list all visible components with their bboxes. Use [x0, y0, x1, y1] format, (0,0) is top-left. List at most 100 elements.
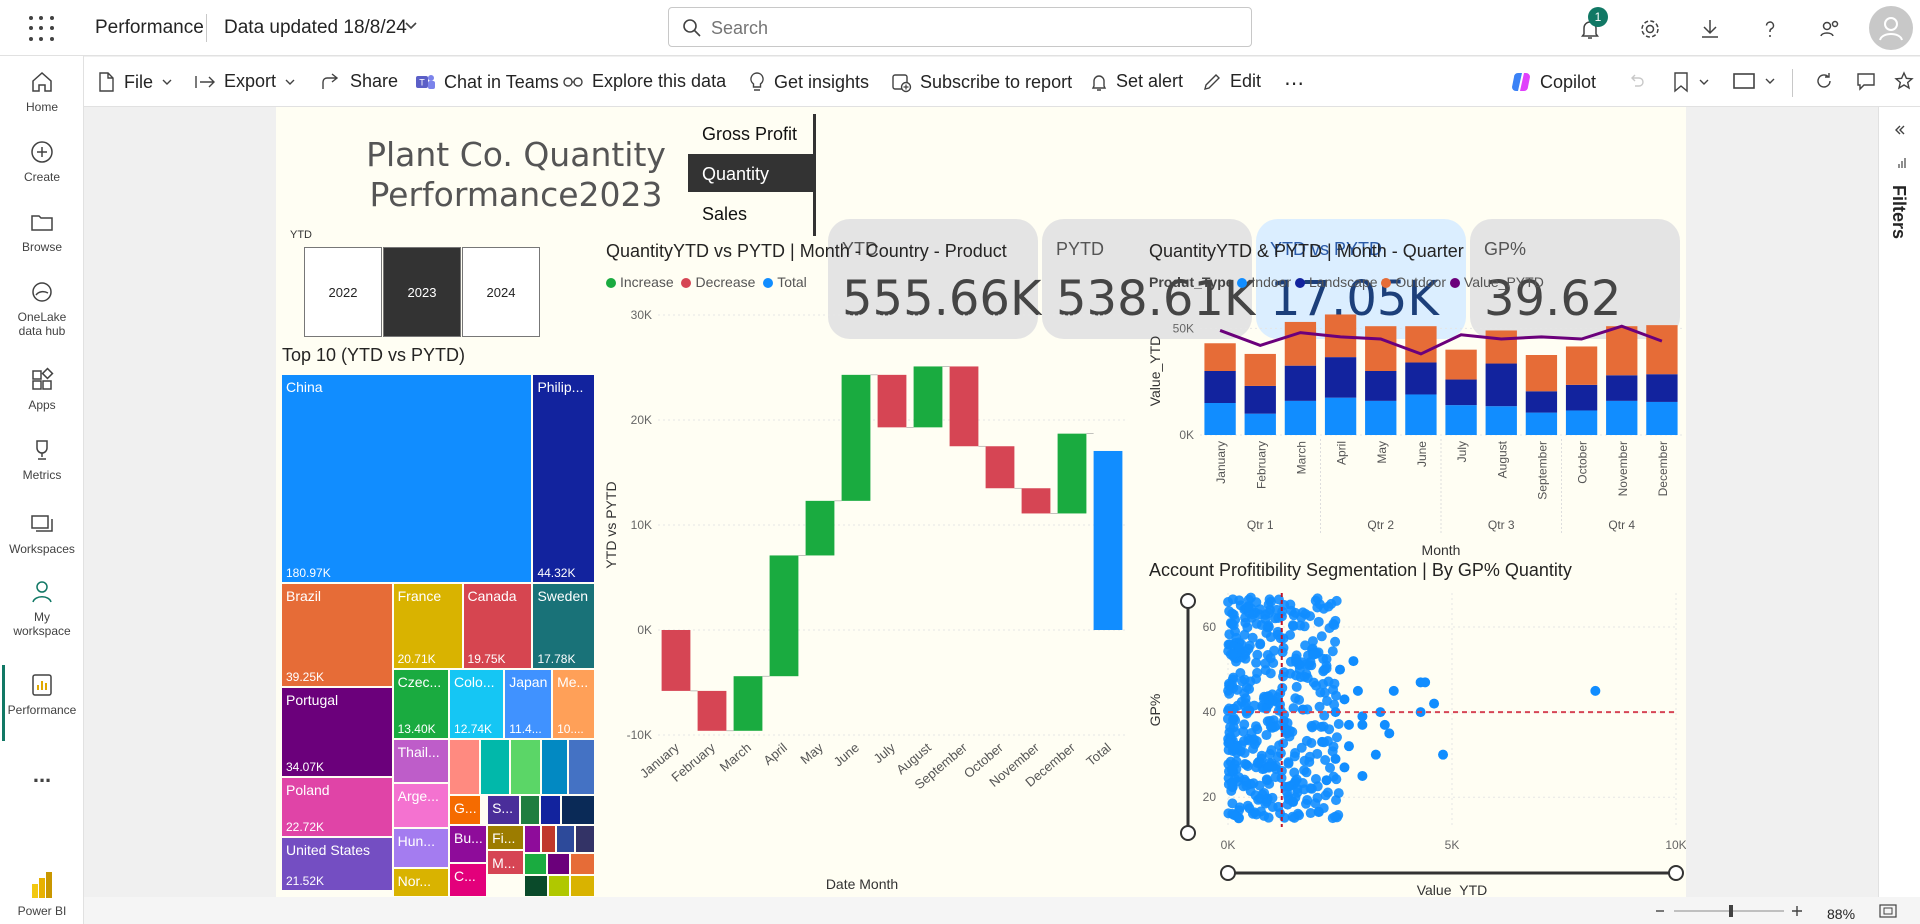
app-name[interactable]: Performance: [95, 17, 204, 38]
nav-apps[interactable]: Apps: [0, 366, 84, 412]
comment-icon[interactable]: [1855, 71, 1877, 91]
edit-button[interactable]: Edit: [1202, 71, 1261, 92]
chevron-down-icon[interactable]: [404, 18, 418, 36]
treemap-tile-small[interactable]: [560, 795, 595, 825]
more-icon[interactable]: ...: [32, 762, 52, 787]
refresh-icon[interactable]: [1814, 71, 1834, 91]
treemap-tile[interactable]: S...: [487, 795, 521, 825]
treemap-tile-small[interactable]: [570, 852, 595, 875]
treemap-tile-small[interactable]: [523, 824, 542, 853]
measure-option-sales[interactable]: Sales: [702, 204, 748, 224]
year-button-2023[interactable]: 2023: [383, 247, 461, 337]
treemap-tile-small[interactable]: [523, 852, 548, 875]
chat-in-teams-button[interactable]: T Chat in Teams: [414, 71, 559, 93]
treemap-tile-small[interactable]: [523, 874, 549, 897]
treemap-tile[interactable]: Japan 11.4...: [504, 668, 553, 739]
treemap-tile-small[interactable]: [548, 874, 571, 897]
treemap-tile[interactable]: Arge...: [392, 782, 450, 829]
nav-performance[interactable]: Performance: [0, 671, 84, 717]
treemap-tile-small[interactable]: [510, 738, 542, 796]
collapse-chevron-icon[interactable]: [1893, 123, 1907, 137]
legend-item-indoor[interactable]: Indoor: [1237, 274, 1291, 290]
get-insights-button[interactable]: Get insights: [748, 71, 869, 93]
view-menu[interactable]: [1732, 71, 1776, 91]
treemap-tile-small[interactable]: [575, 824, 595, 853]
treemap-tile[interactable]: Bu...: [449, 824, 488, 863]
help-icon[interactable]: [1755, 14, 1785, 44]
legend-item-decrease[interactable]: Decrease: [681, 274, 755, 290]
set-alert-button[interactable]: Set alert: [1090, 71, 1183, 92]
treemap-tile[interactable]: Fi...: [487, 824, 524, 851]
treemap-tile[interactable]: Philip... 44.32K: [532, 374, 595, 583]
year-button-2022[interactable]: 2022: [304, 247, 382, 337]
treemap-tile[interactable]: France 20.71K: [392, 582, 463, 669]
treemap-tile[interactable]: United States 21.52K: [281, 836, 393, 891]
treemap-tile[interactable]: Brazil 39.25K: [281, 582, 393, 688]
nav-home[interactable]: Home: [0, 68, 84, 114]
treemap-tile-small[interactable]: [568, 738, 595, 796]
share-button[interactable]: Share: [320, 71, 398, 92]
bookmark-menu[interactable]: [1672, 71, 1710, 93]
treemap-tile-small[interactable]: [570, 874, 595, 897]
more-options-button[interactable]: ⋯: [1284, 73, 1304, 95]
nav-create[interactable]: Create: [0, 138, 84, 184]
nav-onelake[interactable]: OneLake data hub: [0, 278, 84, 338]
download-icon[interactable]: [1695, 14, 1725, 44]
app-launcher-icon[interactable]: [29, 16, 55, 42]
treemap-tile-small[interactable]: [479, 738, 511, 796]
y-range-slider-handle[interactable]: [1180, 593, 1196, 609]
filters-pane[interactable]: [1878, 107, 1920, 897]
legend-item-value-pytd[interactable]: Value_PYTD: [1449, 274, 1544, 290]
treemap-tile[interactable]: G...: [449, 795, 481, 825]
treemap-tile-small[interactable]: [539, 795, 561, 825]
subscribe-button[interactable]: Subscribe to report: [890, 71, 1072, 93]
y-range-slider-handle[interactable]: [1180, 825, 1196, 841]
treemap-tile[interactable]: Colo... 12.74K: [449, 668, 505, 739]
treemap-tile-small[interactable]: [449, 738, 480, 796]
legend-item-total[interactable]: Total: [763, 274, 807, 290]
nav-browse[interactable]: Browse: [0, 208, 84, 254]
treemap-tile[interactable]: Poland 22.72K: [281, 776, 393, 837]
avatar[interactable]: [1869, 6, 1913, 50]
treemap-tile-small[interactable]: [520, 795, 540, 825]
treemap-tile[interactable]: Canada 19.75K: [462, 582, 533, 669]
undo-icon[interactable]: [1626, 71, 1646, 91]
legend-item-outdoor[interactable]: Outdoor: [1381, 274, 1446, 290]
treemap-tile[interactable]: Nor...: [392, 867, 450, 897]
gear-icon[interactable]: [1635, 14, 1665, 44]
legend-item-increase[interactable]: Increase: [606, 274, 674, 290]
treemap-tile-small[interactable]: [555, 824, 576, 853]
export-menu[interactable]: Export: [194, 71, 296, 92]
share-people-icon[interactable]: [1815, 14, 1845, 44]
treemap-tile-small[interactable]: [541, 738, 569, 796]
favorite-star-icon[interactable]: [1894, 71, 1914, 91]
fit-to-page-icon[interactable]: [1879, 904, 1897, 918]
treemap-tile[interactable]: China 180.97K: [281, 374, 533, 583]
measure-option-quantity[interactable]: Quantity: [688, 154, 813, 192]
treemap-tile[interactable]: Thail...: [392, 738, 450, 783]
treemap-tile[interactable]: C...: [449, 862, 488, 897]
treemap-tile[interactable]: Sweden 17.78K: [532, 582, 595, 669]
nav-metrics[interactable]: Metrics: [0, 436, 84, 482]
x-range-slider-handle[interactable]: [1668, 865, 1684, 881]
legend-item-landscape[interactable]: Landscape: [1295, 274, 1378, 290]
treemap-tile[interactable]: M...: [487, 850, 524, 875]
treemap-tile-small[interactable]: [547, 852, 571, 875]
data-updated-label[interactable]: Data updated 18/8/24: [224, 17, 407, 38]
zoom-slider[interactable]: [1654, 903, 1804, 919]
search-box[interactable]: [668, 7, 1252, 47]
x-range-slider-handle[interactable]: [1220, 865, 1236, 881]
filters-label[interactable]: Filters: [1889, 185, 1909, 240]
measure-option-gross-profit[interactable]: Gross Profit: [702, 124, 798, 144]
treemap-tile-small[interactable]: [541, 824, 556, 853]
explore-data-button[interactable]: Explore this data: [562, 71, 726, 92]
copilot-button[interactable]: Copilot: [1510, 71, 1596, 93]
treemap-tile[interactable]: Hun...: [392, 828, 450, 868]
treemap-tile[interactable]: Me... 10....: [552, 668, 595, 739]
nav-workspaces[interactable]: Workspaces: [0, 510, 84, 556]
search-input[interactable]: [711, 16, 1231, 40]
year-button-2024[interactable]: 2024: [462, 247, 540, 337]
treemap-tile[interactable]: Czec... 13.40K: [392, 668, 450, 739]
file-menu[interactable]: File: [96, 71, 173, 93]
nav-my-workspace[interactable]: My workspace: [0, 578, 84, 638]
